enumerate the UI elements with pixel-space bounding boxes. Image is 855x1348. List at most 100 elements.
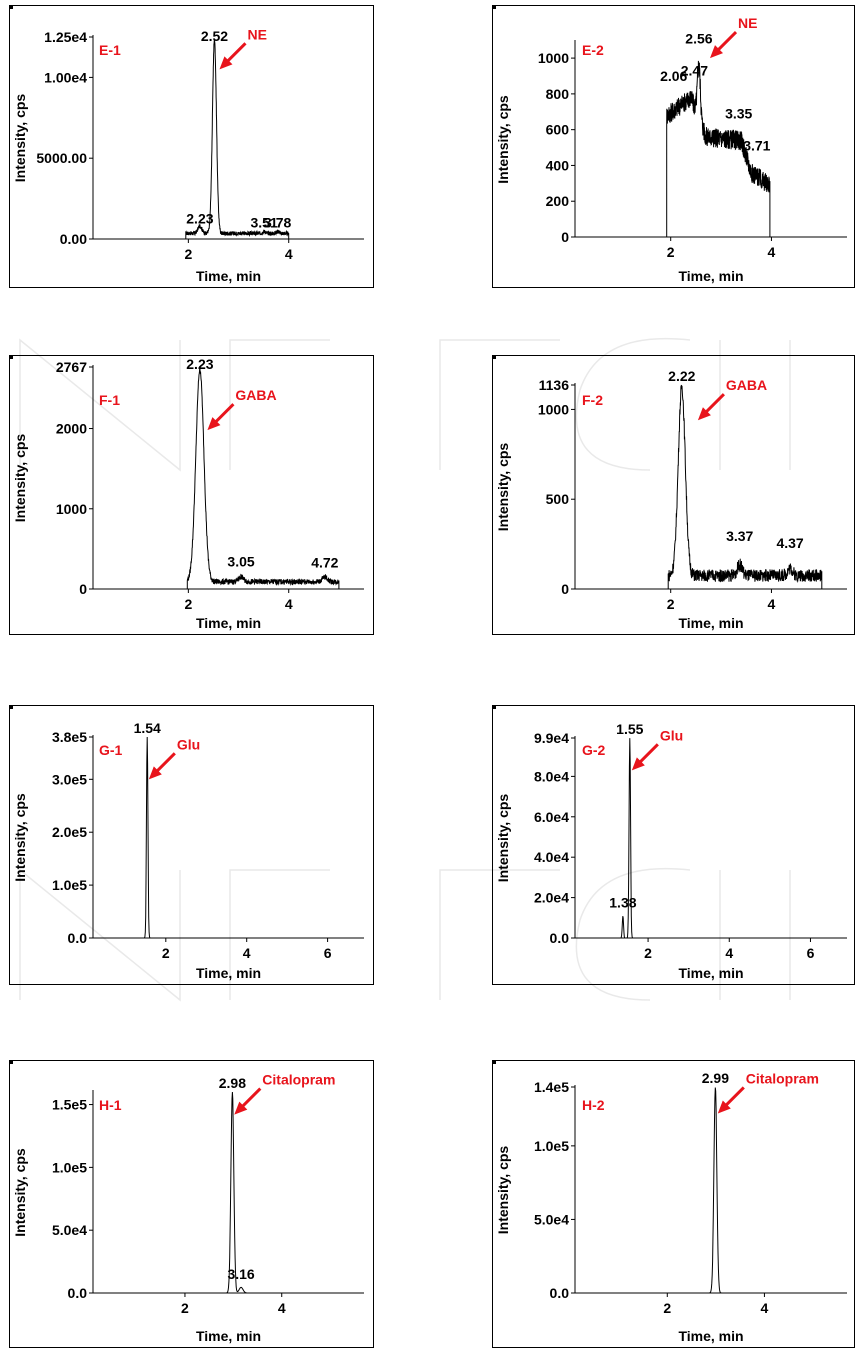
x-tick-label: 2 <box>184 246 192 262</box>
x-tick-label: 4 <box>768 244 776 260</box>
y-tick-label: 9.9e4 <box>534 730 569 746</box>
y-axis-label: Intensity, cps <box>12 94 28 183</box>
pointer-arrow-head <box>717 1100 731 1114</box>
panel-H-2: 0.0 5.0e4 1.0e5 1.4e5 2 4 Time, min Intensity, … <box>492 1060 855 1348</box>
chromatogram-trace <box>575 1087 847 1294</box>
x-axis-label: Time, min <box>196 268 261 284</box>
x-tick-label: 4 <box>285 246 293 262</box>
x-axis-label: Time, min <box>196 965 261 981</box>
y-tick-label: 1000 <box>538 50 569 66</box>
x-tick-label: 4 <box>243 945 251 961</box>
y-tick-label: 2.0e5 <box>52 824 87 840</box>
y-tick-label: 1.4e5 <box>534 1079 569 1095</box>
pointer-arrow-head <box>631 757 645 771</box>
panel-F-2: 0 500 1000 1136 2 4 Time, min Intensity, cps F-2… <box>492 355 855 635</box>
y-tick-label: 2.0e4 <box>534 890 569 906</box>
panel-label: H-1 <box>99 1097 122 1113</box>
panel-frame <box>9 355 374 635</box>
y-tick-label: 0 <box>79 581 87 597</box>
x-tick-label: 2 <box>663 1300 671 1316</box>
panel-label: F-1 <box>99 392 120 408</box>
x-tick-label: 2 <box>667 244 675 260</box>
y-tick-label: 1136 <box>539 377 570 393</box>
panel-corner-mark <box>492 355 496 359</box>
y-axis-label: Intensity, cps <box>12 1148 28 1237</box>
panel-H-1: 0.0 5.0e4 1.0e5 1.5e5 2 4 Time, min Intensity, … <box>9 1060 374 1348</box>
y-axis-label: Intensity, cps <box>495 95 511 184</box>
watermark <box>19 337 791 1002</box>
y-tick-label: 0 <box>561 229 569 245</box>
panel-frame <box>9 5 374 288</box>
panel-label: E-1 <box>99 42 121 58</box>
y-tick-label: 4.0e4 <box>534 849 569 865</box>
chromatogram-trace <box>185 38 290 239</box>
panel-corner-mark <box>492 1060 496 1064</box>
compound-label: GABA <box>235 387 276 403</box>
x-axis-label: Time, min <box>678 268 743 284</box>
peak-label: 2.98 <box>219 1075 246 1091</box>
y-axis-label: Intensity, cps <box>495 443 511 532</box>
x-tick-label: 2 <box>644 945 652 961</box>
y-tick-label: 500 <box>546 491 570 507</box>
y-tick-label: 0.00 <box>60 231 87 247</box>
pointer-arrow-head <box>709 45 723 59</box>
panel-label: F-2 <box>582 392 603 408</box>
chromatogram-trace <box>93 1091 364 1294</box>
y-tick-label: 1.0e5 <box>52 877 87 893</box>
compound-label: Glu <box>177 736 200 752</box>
x-axis-label: Time, min <box>196 1328 261 1344</box>
x-tick-label: 4 <box>278 1300 286 1316</box>
y-tick-label: 0.0 <box>68 1285 88 1301</box>
pointer-arrow-head <box>148 766 162 780</box>
x-tick-label: 4 <box>761 1300 769 1316</box>
peak-label: 2.52 <box>201 28 228 44</box>
y-tick-label: 1.25e4 <box>44 29 87 45</box>
y-tick-label: 5000.00 <box>36 150 87 166</box>
y-tick-label: 0.0 <box>68 930 88 946</box>
compound-label: Citalopram <box>746 1070 819 1086</box>
y-tick-label: 1.00e4 <box>44 69 87 85</box>
panel-corner-mark <box>9 5 13 9</box>
peak-label: 2.22 <box>668 368 695 384</box>
x-axis-label: Time, min <box>196 615 261 631</box>
peak-label: 1.55 <box>616 721 643 737</box>
panel-corner-mark <box>9 705 13 709</box>
y-tick-label: 0.0 <box>550 930 570 946</box>
watermark-outline-1 <box>19 867 791 1002</box>
y-tick-label: 2767 <box>56 359 87 375</box>
pointer-arrow-head <box>207 417 221 431</box>
peak-label: 2.23 <box>186 211 213 227</box>
chromatogram-trace <box>667 384 823 589</box>
x-tick-label: 6 <box>807 945 815 961</box>
x-tick-label: 2 <box>162 945 170 961</box>
y-tick-label: 3.8e5 <box>52 729 87 745</box>
panel-frame <box>9 705 374 985</box>
y-tick-label: 6.0e4 <box>534 809 569 825</box>
y-tick-label: 800 <box>546 86 570 102</box>
compound-label: NE <box>247 26 266 42</box>
y-tick-label: 1000 <box>56 501 87 517</box>
y-axis-label: Intensity, cps <box>12 434 28 523</box>
x-tick-label: 2 <box>667 596 675 612</box>
x-tick-label: 6 <box>324 945 332 961</box>
y-axis-label: Intensity, cps <box>495 794 511 883</box>
y-tick-label: 8.0e4 <box>534 768 569 784</box>
panel-label: E-2 <box>582 42 604 58</box>
x-tick-label: 4 <box>725 945 733 961</box>
peak-label: 2.56 <box>685 30 712 46</box>
peak-label: 2.99 <box>702 1070 729 1086</box>
panel-G-2: 0.0 2.0e4 4.0e4 6.0e4 8.0e4 9.9e4 2 4 6 Time, min… <box>492 705 855 985</box>
y-axis-label: Intensity, cps <box>495 1146 511 1235</box>
peak-label: 3.71 <box>743 138 770 154</box>
peak-label: 2.23 <box>186 356 213 372</box>
peak-label: 2.47 <box>681 63 708 79</box>
panel-E-2: 0 200 400 600 800 1000 2 4 Time, min Intensity, c… <box>492 5 855 288</box>
compound-label: Citalopram <box>262 1072 335 1088</box>
x-tick-label: 4 <box>285 596 293 612</box>
compound-label: NE <box>738 15 757 31</box>
panel-frame <box>492 1060 855 1348</box>
y-tick-label: 5.0e4 <box>534 1211 569 1227</box>
y-tick-label: 400 <box>546 157 570 173</box>
panel-frame <box>492 705 855 985</box>
